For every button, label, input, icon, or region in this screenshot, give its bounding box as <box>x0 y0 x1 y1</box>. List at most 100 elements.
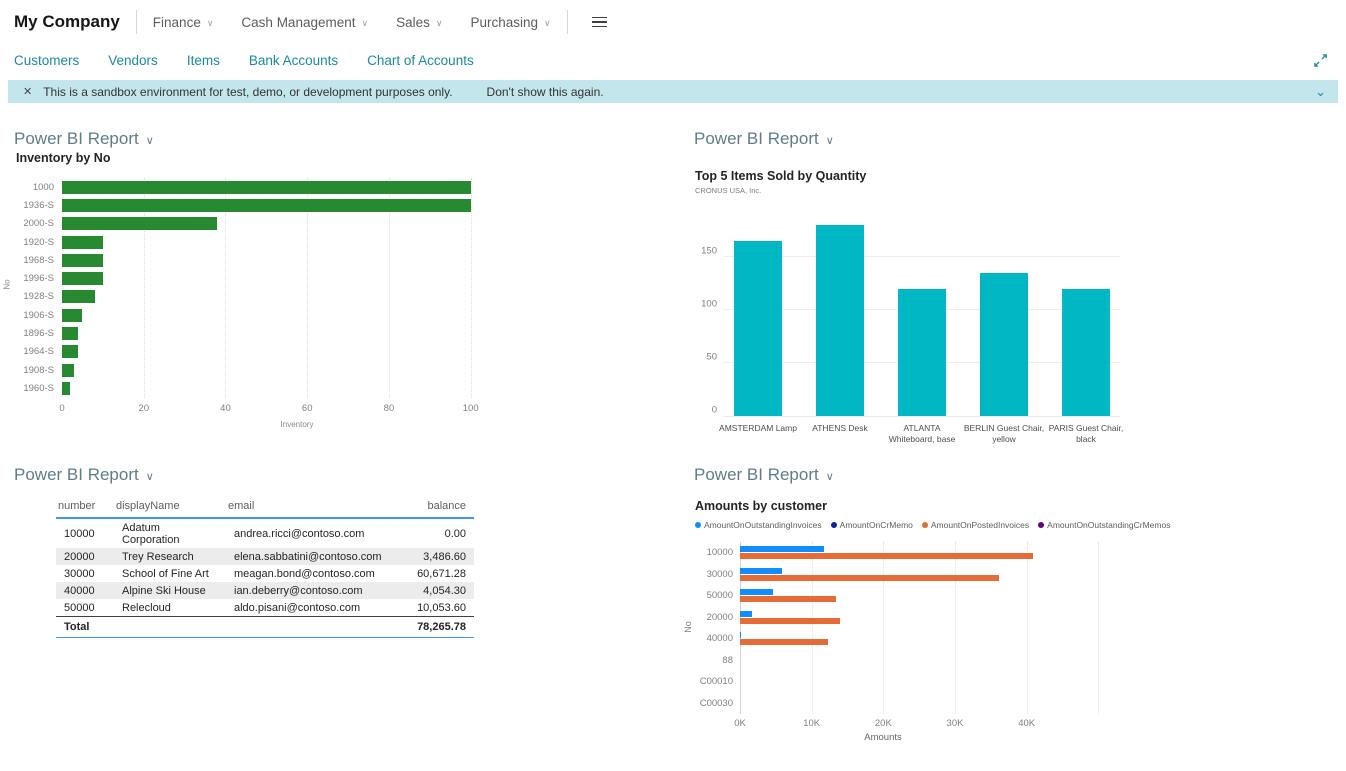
menu-purchasing[interactable]: Purchasing ∨ <box>470 15 550 30</box>
bar-row: 1896-S <box>14 324 554 342</box>
bar-row: 30000 <box>694 564 1346 586</box>
bar[interactable] <box>734 241 782 416</box>
nav-link-customers[interactable]: Customers <box>14 52 80 68</box>
category-label: AMSTERDAM Lamp <box>719 423 797 433</box>
legend-dot <box>1038 522 1045 528</box>
category-label: ATLANTA Whiteboard, base <box>888 423 956 445</box>
nav-link-vendors[interactable]: Vendors <box>108 52 158 68</box>
bar[interactable] <box>62 180 471 194</box>
column-header: balance <box>427 500 466 512</box>
close-icon[interactable]: ✕ <box>23 86 33 98</box>
bar-group <box>740 564 1170 586</box>
bar[interactable] <box>62 381 71 395</box>
axis-tick: 100 <box>701 298 717 310</box>
powerbi-report-header[interactable]: Power BI Report ∨ <box>14 129 154 149</box>
chart-subtitle: CRONUS USA, Inc. <box>695 186 762 195</box>
gridline <box>811 542 813 714</box>
powerbi-report-header[interactable]: Power BI Report ∨ <box>14 465 154 485</box>
axis-tick: 20K <box>874 718 892 729</box>
main-menu-bar: Finance ∨ Cash Management ∨ Sales ∨ Purchasing… <box>153 15 551 30</box>
bar[interactable] <box>740 546 824 553</box>
bar-group <box>740 542 1170 564</box>
nav-link-items[interactable]: Items <box>186 52 220 68</box>
legend-item[interactable]: AmountOnCrMemo <box>830 520 913 530</box>
bar[interactable] <box>740 610 753 617</box>
category-label: 88 <box>722 654 733 666</box>
bar[interactable] <box>740 632 742 639</box>
bar[interactable] <box>740 567 783 574</box>
legend-item[interactable]: AmountOnOutstandingInvoices <box>695 520 822 530</box>
dont-show-again-button[interactable]: Don't show this again. <box>486 84 604 99</box>
legend-item[interactable]: AmountOnPostedInvoices <box>921 520 1029 530</box>
powerbi-part-top5-items: Power BI Report ∨ Top 5 Items Sold by Qu… <box>694 129 1346 465</box>
bar[interactable] <box>62 198 471 212</box>
bar[interactable] <box>62 327 79 341</box>
menu-finance[interactable]: Finance ∨ <box>153 15 214 30</box>
hamburger-menu-icon[interactable] <box>588 13 611 32</box>
bar[interactable] <box>898 288 946 416</box>
bar[interactable] <box>816 225 864 416</box>
chart-title: Top 5 Items Sold by Quantity <box>695 169 867 183</box>
chevron-down-icon: ∨ <box>145 471 154 483</box>
table-cell: Alpine Ski House <box>122 584 206 597</box>
bar-group <box>740 671 1170 693</box>
bar[interactable] <box>740 574 1000 581</box>
bar[interactable] <box>740 589 773 596</box>
chevron-down-icon: ∨ <box>825 135 834 147</box>
table-cell: School of Fine Art <box>122 567 209 580</box>
part-header-label: Power BI Report <box>694 129 819 148</box>
bar-group <box>740 607 1170 629</box>
legend: AmountOnOutstandingInvoices AmountOnCrMem… <box>695 520 1346 530</box>
bar-group <box>740 628 1170 650</box>
company-name[interactable]: My Company <box>14 12 120 31</box>
axis-tick: 50 <box>706 351 717 363</box>
bar-group <box>740 650 1170 672</box>
bar[interactable] <box>62 345 79 359</box>
powerbi-report-header[interactable]: Power BI Report ∨ <box>694 465 834 485</box>
bar-row: 1908-S <box>14 361 554 379</box>
axis-tick: 150 <box>701 245 717 257</box>
bar[interactable] <box>62 235 103 249</box>
menu-cash-management[interactable]: Cash Management ∨ <box>241 15 368 30</box>
nav-link-bank-accounts[interactable]: Bank Accounts <box>248 52 339 68</box>
category-label: 10000 <box>706 547 733 559</box>
sandbox-banner: ✕ This is a sandbox environment for test… <box>8 80 1338 103</box>
bar[interactable] <box>980 272 1028 416</box>
bar[interactable] <box>62 253 103 267</box>
column-header: number <box>58 500 96 512</box>
bar[interactable] <box>740 617 840 624</box>
menu-sales[interactable]: Sales ∨ <box>396 15 442 30</box>
category-label: 1960-S <box>23 382 54 394</box>
table-footer: Total 78,265.78 <box>56 616 474 638</box>
axis-tick: 30K <box>946 718 964 729</box>
category-label: 1000 <box>32 181 54 193</box>
table-header-row: number displayName email balance <box>56 497 474 518</box>
bar-row: 1960-S <box>14 379 554 397</box>
chevron-down-icon[interactable]: ⌄ <box>1315 83 1326 99</box>
bar[interactable] <box>62 217 218 231</box>
bar[interactable] <box>740 596 837 603</box>
y-axis-label: No <box>2 279 12 290</box>
expand-icon[interactable] <box>1313 53 1328 68</box>
axis-tick: 40 <box>220 402 231 414</box>
bar[interactable] <box>62 308 83 322</box>
nav-link-chart-of-accounts[interactable]: Chart of Accounts <box>367 52 474 68</box>
bar[interactable] <box>740 553 1034 560</box>
gridline <box>1026 542 1028 714</box>
bar[interactable] <box>62 290 95 304</box>
bar[interactable] <box>62 272 103 286</box>
category-label: 1936-S <box>23 199 54 211</box>
legend-dot <box>695 522 701 528</box>
gridline <box>740 542 741 714</box>
category-label: 1964-S <box>23 346 54 358</box>
chart-title: Amounts by customer <box>695 499 827 513</box>
table-row: 20000 Trey Research elena.sabbatini@contos… <box>56 548 474 565</box>
bar[interactable] <box>1062 288 1110 416</box>
table-cell: 0.00 <box>444 527 466 540</box>
category-label: C00030 <box>699 697 733 709</box>
bar[interactable] <box>62 363 75 377</box>
table-cell: andrea.ricci@contoso.com <box>234 527 365 540</box>
bar[interactable] <box>740 639 829 646</box>
legend-item[interactable]: AmountOnOutstandingCrMemos <box>1038 520 1170 530</box>
powerbi-report-header[interactable]: Power BI Report ∨ <box>694 129 834 149</box>
